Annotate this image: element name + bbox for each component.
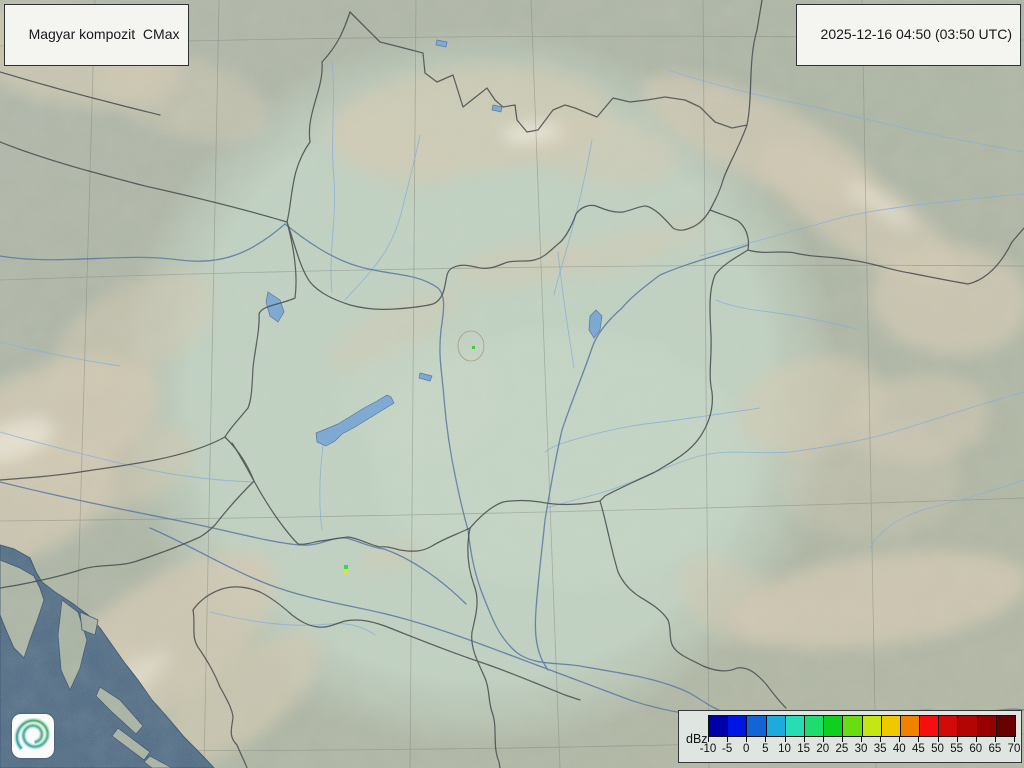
legend-color-cell	[747, 716, 767, 736]
spiral-logo-icon	[14, 717, 51, 751]
legend-tick-mark	[994, 736, 996, 742]
legend-tick-label: 40	[892, 743, 906, 755]
legend-tick-mark	[746, 736, 748, 742]
legend-tick-mark	[765, 736, 767, 742]
legend-color-cell	[728, 716, 748, 736]
legend-tick-mark	[1014, 736, 1015, 742]
legend-color-cell	[958, 716, 978, 736]
legend-tick-label: 55	[950, 743, 964, 755]
legend-color-cell	[766, 716, 786, 736]
timestamp-label: 2025-12-16 04:50 (03:50 UTC)	[820, 25, 1012, 42]
legend-tick-label: 45	[911, 743, 925, 755]
product-label: Magyar kompozit CMax	[28, 25, 180, 42]
legend-color-cell	[881, 716, 901, 736]
legend-tick-mark	[784, 736, 786, 742]
legend-tick-label: -5	[722, 743, 733, 755]
legend-unit-label: dBz	[686, 732, 708, 746]
legend-color-cell	[785, 716, 805, 736]
legend-color-cell	[977, 716, 997, 736]
legend-tick-mark	[880, 736, 882, 742]
legend-tick-mark	[975, 736, 977, 742]
legend-tick-mark	[918, 736, 920, 742]
legend-color-cell	[862, 716, 882, 736]
legend-color-cell	[939, 716, 959, 736]
legend-tick-mark	[841, 736, 843, 742]
legend-tick-label: 25	[835, 743, 849, 755]
legend-tick-label: 35	[873, 743, 887, 755]
legend-tick-mark	[956, 736, 958, 742]
legend-color-cell	[996, 716, 1015, 736]
legend-tick-label: 70	[1007, 743, 1021, 755]
product-label-box: Magyar kompozit CMax	[4, 4, 189, 66]
timestamp-box: 2025-12-16 04:50 (03:50 UTC)	[795, 4, 1021, 66]
legend-color-cell	[843, 716, 863, 736]
legend-tick-label: 50	[931, 743, 944, 755]
legend-tick-mark	[803, 736, 805, 742]
legend-tick-label: 0	[743, 743, 750, 755]
legend-tick-mark	[708, 736, 709, 742]
legend-colorbar	[708, 715, 1016, 737]
legend-tick-label: -10	[699, 743, 717, 755]
legend-tick-label: 15	[797, 743, 811, 755]
logo-badge	[12, 714, 54, 758]
legend-tick-mark	[937, 736, 939, 742]
legend-color-cell	[900, 716, 921, 736]
legend-tick-label: 60	[969, 743, 983, 755]
legend-tick-mark	[899, 736, 901, 742]
legend-tick-label: 65	[988, 743, 1002, 755]
legend-tick-mark	[822, 736, 824, 742]
legend-panel: dBz -10 -5 0 5 10 15 20 25 30 35 40 45 50 55 60 65 70	[678, 710, 1022, 763]
legend-tick-mark	[861, 736, 862, 742]
legend-tick-label: 10	[778, 743, 791, 755]
legend-tick-mark	[727, 736, 729, 742]
legend-color-cell	[920, 716, 940, 736]
legend-tick-label: 20	[816, 743, 830, 755]
legend-tick-label: 30	[854, 743, 868, 755]
legend-color-cell	[709, 716, 729, 736]
legend-tick-label: 5	[762, 743, 769, 755]
legend-color-cell	[804, 716, 825, 736]
legend-color-cell	[824, 716, 844, 736]
